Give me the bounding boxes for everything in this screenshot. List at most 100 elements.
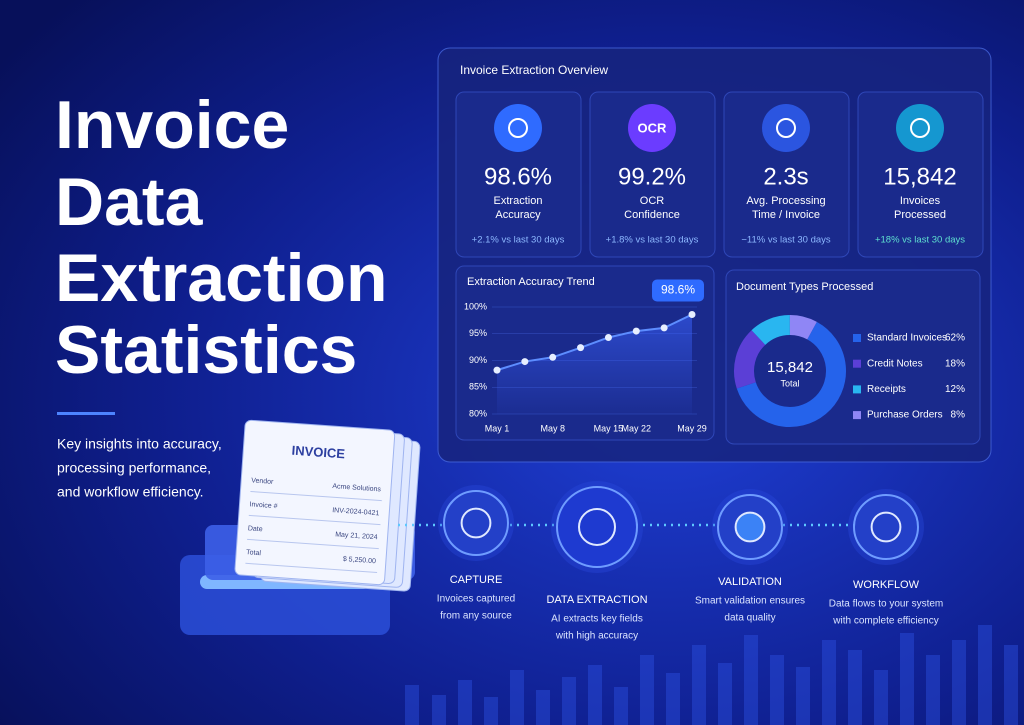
kpi-label: Accuracy (495, 209, 541, 221)
y-tick-label: 85% (469, 382, 487, 392)
invoice-row-line (250, 490, 383, 502)
decor-bar (926, 655, 940, 725)
title-line: Extraction (55, 240, 388, 316)
y-tick-label: 80% (469, 408, 487, 418)
decor-bar (796, 667, 810, 725)
point (632, 327, 640, 335)
step-description: Invoices captured (437, 594, 515, 605)
legend-swatch (853, 334, 861, 342)
kpi-label: Invoices (900, 195, 941, 207)
decor-bar (510, 670, 524, 725)
value-label: 62% (945, 333, 965, 344)
decor-bar (874, 670, 888, 725)
y-tick-label: 90% (469, 355, 487, 365)
kpi-value: 98.6% (484, 163, 552, 190)
kpi-label: Confidence (624, 209, 680, 221)
step-icon-inner (734, 511, 766, 543)
point (549, 353, 557, 361)
legend-swatch (853, 411, 861, 420)
decor-bar (536, 690, 550, 725)
step-description: data quality (724, 613, 775, 624)
line (496, 313, 693, 372)
value-label: 8% (951, 410, 966, 421)
x-tick-label: May 8 (540, 423, 565, 433)
kpi-icon-glyph (910, 118, 930, 138)
center-value: 15,842 (767, 359, 813, 376)
kpi-change: +2.1% vs last 30 days (472, 235, 565, 246)
legend-label: Standard Invoices (867, 333, 947, 344)
decor-bar (666, 673, 680, 725)
kpi-icon-glyph (776, 118, 796, 138)
callout (652, 279, 704, 302)
decor-bar (484, 697, 498, 725)
step-icon-inner (870, 511, 902, 543)
y-tick-label: 100% (464, 301, 487, 311)
step-description: from any source (440, 611, 512, 622)
kpi-icon (896, 104, 944, 152)
step-icon-inner (578, 508, 616, 546)
value-label: 98.6% (661, 283, 695, 297)
kpi-label: Time / Invoice (752, 209, 820, 221)
step-title: WORKFLOW (853, 579, 920, 591)
subtitle-line: processing performance, (57, 460, 211, 476)
decor-bar (978, 625, 992, 725)
chart-title: Document Types Processed (736, 281, 873, 293)
subtitle-line: Key insights into accuracy, (57, 436, 222, 452)
step-icon (556, 486, 638, 568)
x-tick-label: May 29 (677, 423, 707, 433)
kpi-label: Avg. Processing (746, 195, 825, 207)
kpi-change: +1.8% vs last 30 days (606, 235, 699, 246)
decor-bar (1004, 645, 1018, 725)
panel-title: Invoice Extraction Overview (460, 63, 608, 77)
decor-bar (718, 663, 732, 725)
invoice-row-line (248, 514, 381, 526)
point (660, 324, 668, 332)
decor-bar (952, 640, 966, 725)
point (577, 344, 585, 352)
decor-bar (822, 640, 836, 725)
step-description: with high accuracy (555, 631, 638, 642)
decor-bar (848, 650, 862, 725)
kpi-change: −11% vs last 30 days (741, 235, 831, 246)
center-label: Total (780, 378, 799, 388)
step-description: with complete efficiency (832, 616, 938, 627)
decor-bar (744, 635, 758, 725)
y-tick-label: 95% (469, 328, 487, 338)
decor-bar (405, 685, 419, 725)
invoice-row-line (247, 538, 379, 550)
donut-slice (734, 330, 766, 389)
kpi-value: 2.3s (763, 163, 808, 190)
invoice-field-label: Vendor (251, 477, 274, 486)
invoice-sheet (234, 419, 396, 586)
area (497, 314, 692, 414)
kpi-label: Processed (894, 209, 946, 221)
legend-swatch (853, 359, 861, 368)
decor-bar (588, 665, 602, 725)
donut-slice (751, 315, 791, 346)
kpi-icon-text: OCR (638, 120, 668, 135)
kpi-card (857, 91, 984, 258)
title-underline (57, 412, 115, 415)
decor-bar (640, 655, 654, 725)
chart-card (725, 269, 981, 445)
decor-bar (614, 687, 628, 725)
invoice-field-value: $ 5,250.00 (343, 556, 377, 565)
kpi-card (589, 91, 716, 258)
kpi-icon (494, 104, 542, 152)
step-icon-inner (460, 507, 492, 539)
kpi-change: +18% vs last 30 days (875, 235, 965, 246)
value-label: 18% (945, 358, 965, 369)
step-icon (443, 490, 509, 556)
legend-label: Credit Notes (867, 358, 923, 369)
invoice-field-value: INV-2024-0421 (332, 507, 380, 517)
donut-slice (736, 321, 846, 427)
kpi-label: OCR (640, 195, 665, 207)
step-description: Data flows to your system (829, 599, 943, 610)
x-tick-label: May 15 (594, 423, 624, 433)
invoice-title: INVOICE (291, 443, 346, 462)
kpi-icon (628, 104, 676, 152)
legend-swatch (853, 385, 861, 394)
invoice-field-label: Total (246, 549, 262, 557)
point (688, 310, 696, 318)
